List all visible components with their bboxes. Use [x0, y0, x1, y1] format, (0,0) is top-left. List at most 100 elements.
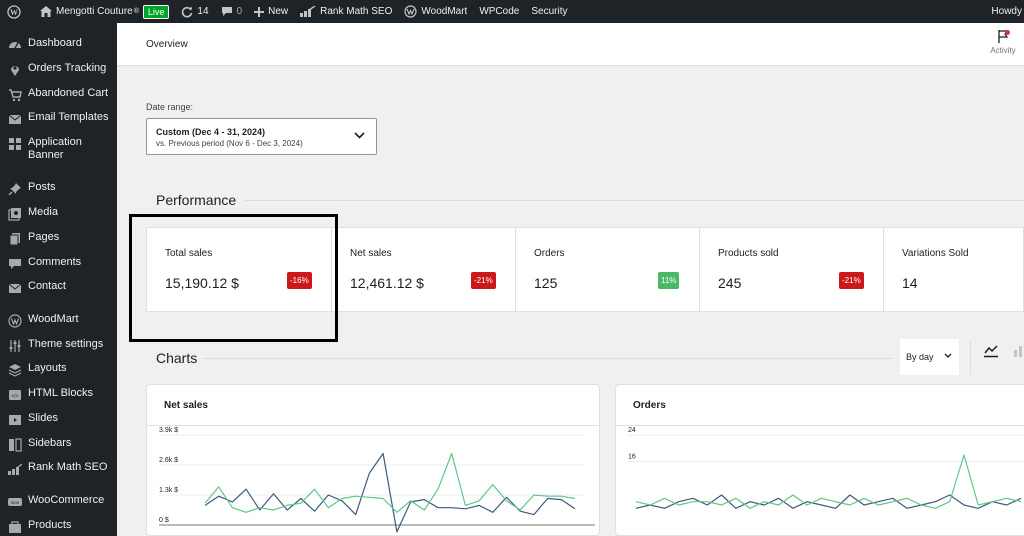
sidebar-item-label: Layouts	[28, 362, 67, 374]
woo-icon: woo	[8, 498, 22, 506]
card-value: 125	[534, 275, 558, 291]
page-header: Overview Activity	[117, 23, 1024, 66]
sidebar-item-label: Dashboard	[28, 37, 82, 49]
envelope-icon	[8, 283, 22, 293]
charts-divider	[202, 358, 892, 359]
chart-title: Orders	[633, 400, 666, 411]
sidebar-item-woocommerce[interactable]: woo WooCommerce	[0, 494, 117, 509]
sidebar-item-contact[interactable]: Contact	[0, 280, 117, 295]
svg-text:W: W	[10, 8, 18, 17]
sidebar-item-media[interactable]: Media	[0, 206, 117, 221]
sidebar-item-posts[interactable]: Posts	[0, 181, 117, 196]
woodmart-link[interactable]: WoodMart	[398, 0, 473, 23]
performance-cards: Total sales 15,190.12 $ -16% Net sales 1…	[146, 227, 1024, 312]
sidebar-item-label: Posts	[28, 181, 56, 193]
security-link[interactable]: Security	[525, 0, 573, 23]
date-range-value: Custom (Dec 4 - 31, 2024)	[156, 127, 266, 137]
orders-chart: 24 16	[628, 427, 1024, 509]
sidebar-item-label: Pages	[28, 231, 60, 243]
admin-bar: W Mengotti Couture ® Live 14 0 New Ran	[0, 0, 1024, 23]
sidebar-item-woodmart[interactable]: WoodMart	[0, 313, 117, 328]
site-name: Mengotti Couture	[56, 6, 133, 17]
sidebar-item-label: Media	[28, 206, 58, 218]
wordpress-logo-button[interactable]: W	[0, 0, 34, 23]
sidebar-item-label: Products	[28, 519, 72, 531]
total-sales-card[interactable]: Total sales 15,190.12 $ -16%	[147, 228, 332, 311]
y-tick-label: 16	[628, 454, 636, 461]
sidebar-item-label: Rank Math SEO	[28, 461, 108, 473]
sidebar-item-comments[interactable]: Comments	[0, 256, 117, 271]
card-label: Net sales	[350, 248, 392, 259]
products-sold-card[interactable]: Products sold 245 -21%	[700, 228, 884, 311]
card-value: 245	[718, 275, 742, 291]
date-range-comparison: vs. Previous period (Nov 6 - Dec 3, 2024…	[156, 139, 303, 148]
card-value: 14	[902, 275, 918, 291]
line-chart-toggle-icon[interactable]	[983, 344, 999, 358]
site-name-link[interactable]: Mengotti Couture ® Live	[34, 0, 175, 23]
sidebar-item-label: Application Banner	[28, 136, 82, 161]
rank-math-icon	[300, 6, 316, 17]
rank-math-link[interactable]: Rank Math SEO	[294, 0, 398, 23]
performance-divider	[245, 200, 1024, 201]
sidebar-item-products[interactable]: Products	[0, 519, 117, 534]
sidebar-item-abandoned-cart[interactable]: Abandoned Cart	[0, 87, 117, 102]
card-label: Variations Sold	[902, 248, 969, 259]
new-content-link[interactable]: New	[248, 0, 294, 23]
activity-button[interactable]: Activity	[986, 29, 1020, 55]
sidebar-item-label: Contact	[28, 280, 66, 292]
bar-chart-toggle-icon[interactable]	[1013, 344, 1024, 358]
sidebar-item-label: WoodMart	[28, 313, 79, 325]
card-delta-badge: -21%	[839, 272, 864, 289]
new-label: New	[268, 6, 289, 17]
admin-sidebar: Dashboard Orders Tracking Abandoned Cart…	[0, 23, 117, 536]
rank-math-label: Rank Math SEO	[320, 6, 393, 17]
dashboard-icon	[9, 42, 21, 49]
rank-math-icon	[8, 463, 22, 475]
card-label: Products sold	[718, 248, 779, 259]
home-icon	[40, 6, 52, 17]
orders-card[interactable]: Orders 125 11%	[516, 228, 700, 311]
account-menu[interactable]: Howdy	[991, 0, 1022, 23]
sidebar-item-pages[interactable]: Pages	[0, 231, 117, 246]
toolbar-separator	[970, 341, 971, 375]
location-pin-icon	[11, 66, 19, 76]
interval-select[interactable]: By day	[900, 339, 959, 375]
y-tick-label: 3.9k $	[159, 427, 178, 434]
woodmart-icon	[404, 5, 417, 18]
comment-icon	[9, 259, 21, 269]
y-tick-label: 0 $	[159, 517, 169, 524]
sidebar-item-html-blocks[interactable]: </> HTML Blocks	[0, 387, 117, 402]
layers-icon	[8, 364, 22, 377]
sidebar-item-label: Email Templates	[28, 111, 109, 123]
date-range-selector[interactable]: Custom (Dec 4 - 31, 2024) vs. Previous p…	[146, 118, 377, 155]
sidebar-item-layouts[interactable]: Layouts	[0, 362, 117, 377]
y-tick-label: 1.3k $	[159, 487, 178, 494]
sidebar-item-sidebars[interactable]: Sidebars	[0, 437, 117, 452]
updates-link[interactable]: 14	[175, 0, 214, 23]
wordpress-logo-icon: W	[7, 4, 21, 19]
net-sales-chart-card: Net sales 3.9k $ 2.6k $ 1.3k $ 0 $	[146, 384, 600, 536]
sidebar-item-slides[interactable]: Slides	[0, 412, 117, 427]
sidebar-item-dashboard[interactable]: Dashboard	[0, 37, 117, 52]
card-delta-badge: 11%	[658, 272, 680, 289]
sidebar-item-label: HTML Blocks	[28, 387, 93, 399]
sidebar-item-email-templates[interactable]: Email Templates	[0, 111, 117, 126]
products-icon	[9, 521, 21, 533]
card-delta-badge: -21%	[471, 272, 496, 289]
cart-icon	[9, 89, 22, 102]
wpcode-link[interactable]: WPCode	[473, 0, 525, 23]
wpcode-label: WPCode	[479, 6, 520, 17]
sidebar-item-orders-tracking[interactable]: Orders Tracking	[0, 62, 117, 77]
net-sales-card[interactable]: Net sales 12,461.12 $ -21%	[332, 228, 516, 311]
card-label: Total sales	[165, 248, 213, 259]
activity-notification-dot	[1005, 30, 1010, 35]
variations-sold-card[interactable]: Variations Sold 14	[884, 228, 1024, 311]
chevron-down-icon	[944, 353, 952, 358]
sidebar-item-theme-settings[interactable]: Theme settings	[0, 338, 117, 353]
y-tick-label: 24	[628, 427, 636, 434]
sidebar-item-application-banner[interactable]: Application Banner	[0, 136, 117, 162]
net-sales-chart: 3.9k $ 2.6k $ 1.3k $ 0 $	[159, 427, 595, 533]
sidebar-item-rank-math-seo[interactable]: Rank Math SEO	[0, 461, 117, 476]
current-period-line	[204, 452, 576, 533]
comments-link[interactable]: 0	[215, 0, 249, 23]
